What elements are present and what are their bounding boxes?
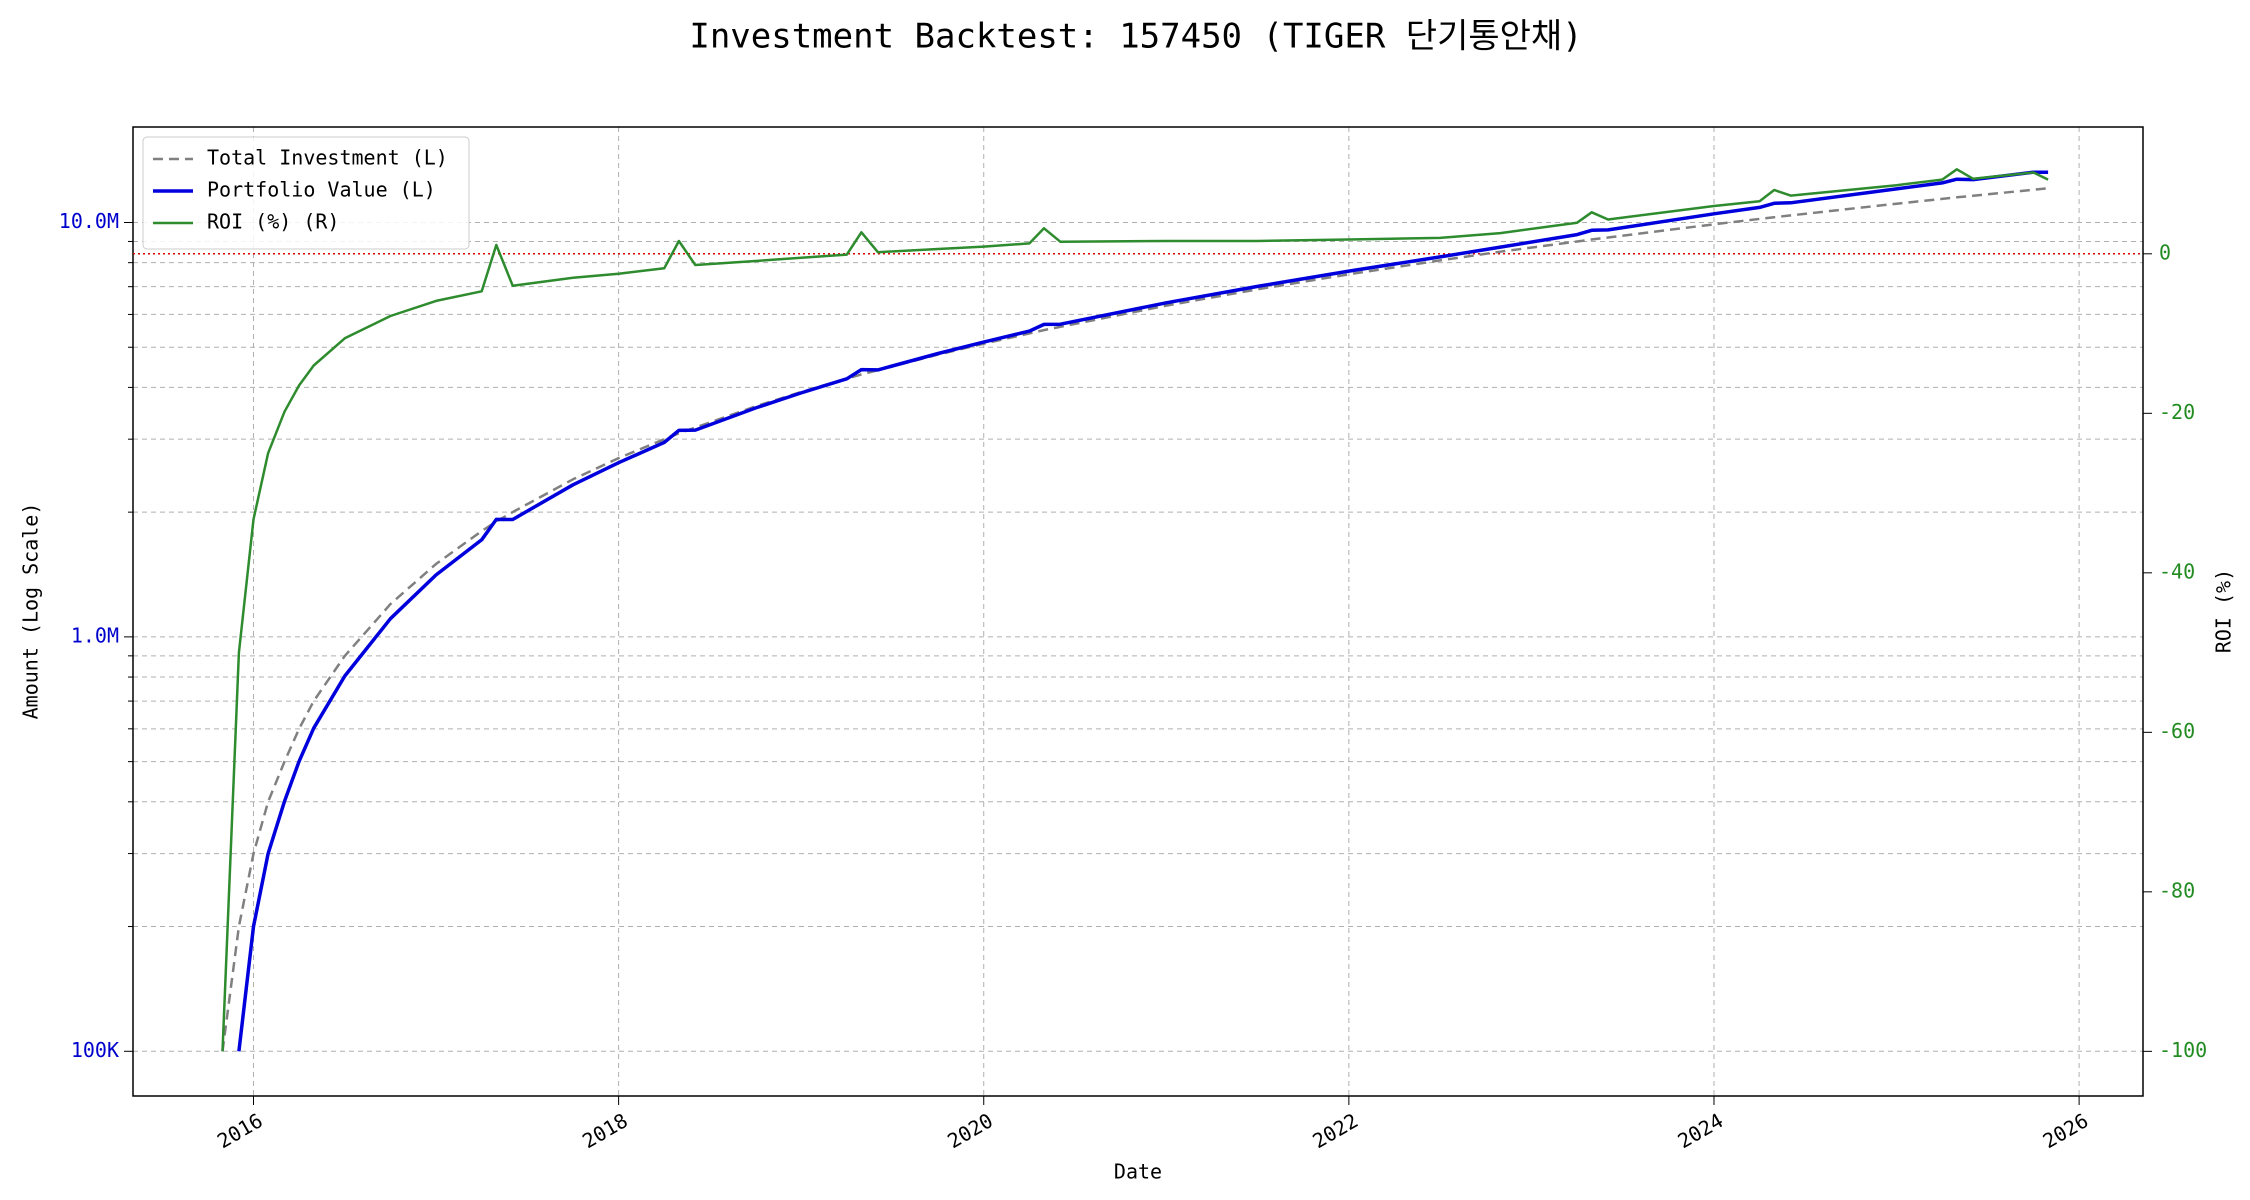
legend-box [142, 136, 470, 250]
y2-tick-label: -20 [2159, 400, 2195, 424]
chart-title: Investment Backtest: 157450 (TIGER 단기통안채… [689, 17, 1582, 57]
y2-axis-label: ROI (%) [2212, 569, 2236, 653]
y2-tick-label: -40 [2159, 559, 2195, 583]
x-axis-label: Date [1114, 1160, 1162, 1184]
y2-tick-label: -60 [2159, 719, 2195, 743]
series-line [237, 170, 2049, 1052]
legend-label: ROI (%) (R) [207, 210, 339, 234]
plot-area [221, 168, 2049, 1052]
y-tick-label: 100K [71, 1038, 119, 1062]
y-tick-label: 1.0M [71, 623, 119, 647]
y2-tick-label: -100 [2159, 1038, 2207, 1062]
series-line [221, 186, 2049, 1052]
plot-frame [132, 126, 2144, 1097]
y2-tick-label: -80 [2159, 878, 2195, 902]
legend-label: Portfolio Value (L) [207, 178, 436, 202]
y-tick-label: 10.0M [59, 209, 119, 233]
legend-label: Total Investment (L) [207, 146, 448, 170]
y-axis-label: Amount (Log Scale) [19, 503, 43, 720]
series-line [221, 168, 2049, 1052]
y2-tick-label: 0 [2159, 240, 2171, 264]
